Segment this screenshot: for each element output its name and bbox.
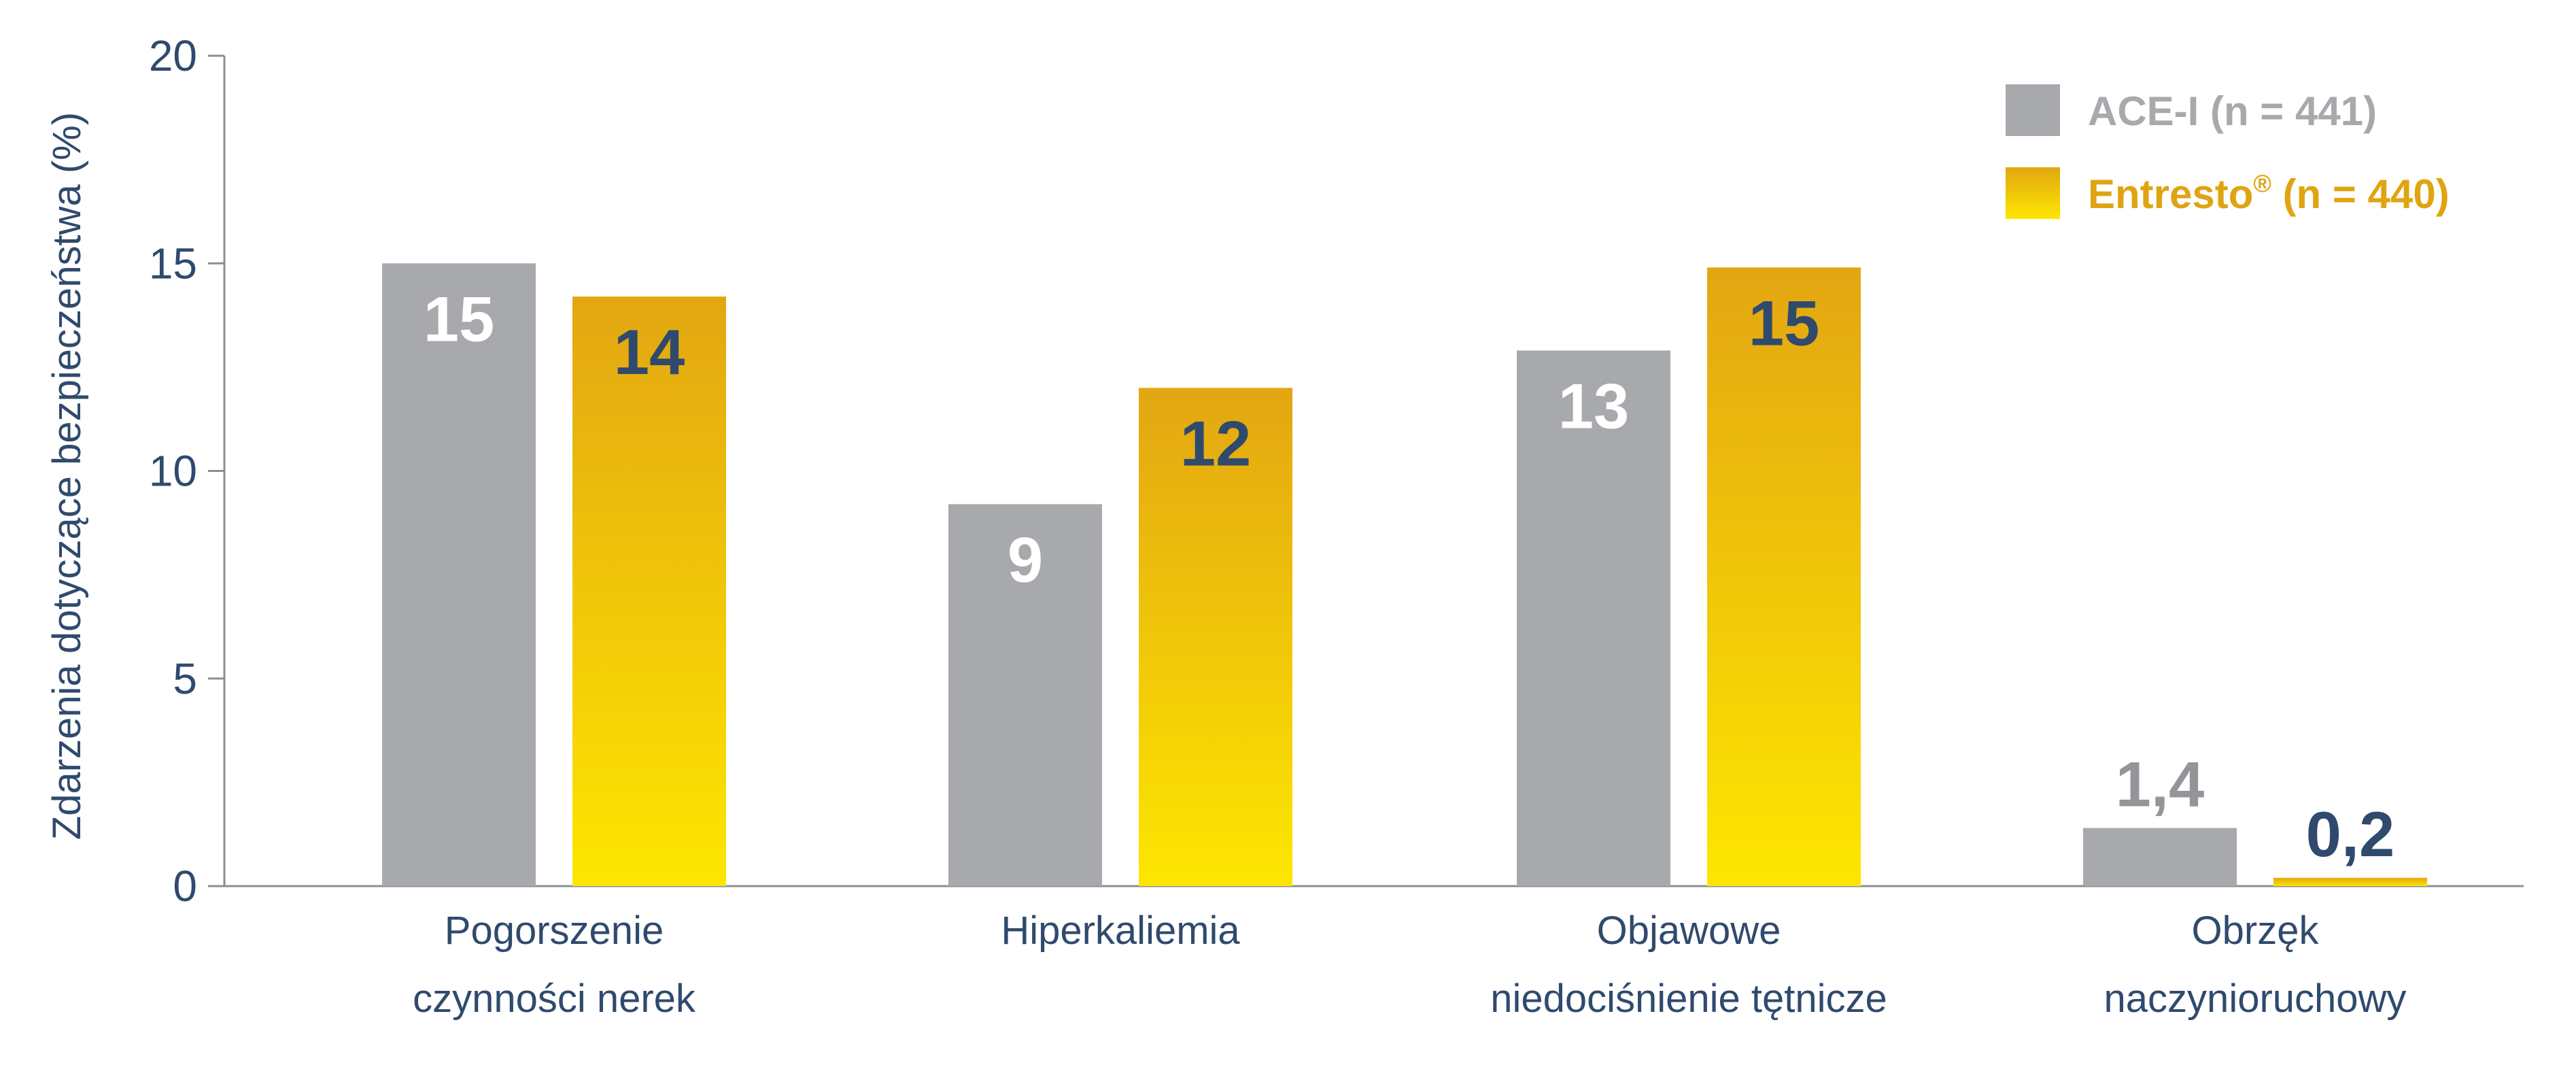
bar-entresto [1139, 388, 1292, 886]
bar-entresto [1707, 267, 1861, 887]
bar-ace-i [948, 504, 1102, 886]
bar-ace-i [382, 263, 536, 886]
value-labels-group: 15 9 13 1,4 14 12 15 0,2 [424, 283, 2395, 870]
legend-swatch-ace-i [2006, 84, 2060, 136]
bar-ace-i [2083, 828, 2237, 886]
legend-entresto-registered: ® [2253, 169, 2271, 197]
legend: ACE-I (n = 441) Entresto® (n = 440) [2006, 84, 2450, 219]
legend-entresto-n: (n = 440) [2271, 171, 2450, 217]
bar-entresto [572, 297, 726, 887]
category-label: Obrzęk [2192, 909, 2320, 953]
value-label-entresto: 0,2 [2306, 798, 2395, 870]
value-label-ace-i: 13 [1558, 370, 1630, 441]
legend-entresto-name: Entresto [2088, 171, 2253, 217]
value-label-ace-i: 9 [1008, 524, 1043, 595]
value-label-entresto: 14 [614, 316, 685, 388]
category-label: Hiperkaliemia [1001, 909, 1240, 953]
legend-label-entresto: Entresto® (n = 440) [2088, 169, 2450, 217]
legend-swatch-entresto [2006, 167, 2060, 219]
y-axis-ticks: 0 5 10 15 20 [149, 31, 224, 911]
value-label-entresto: 15 [1749, 287, 1820, 358]
y-tick-label: 0 [173, 862, 197, 911]
legend-label-ace-i: ACE-I (n = 441) [2088, 88, 2377, 134]
value-label-ace-i: 15 [424, 283, 495, 354]
value-label-entresto: 12 [1180, 407, 1252, 479]
value-label-ace-i: 1,4 [2116, 749, 2205, 820]
category-labels-group: Pogorszenie czynności nerek Hiperkaliemia O… [413, 909, 2406, 1021]
category-label: Pogorszenie [445, 909, 664, 953]
category-label: czynności nerek [413, 977, 696, 1021]
y-tick-label: 10 [149, 447, 197, 496]
bar-entresto [2273, 877, 2427, 886]
category-label: niedociśnienie tętnicze [1490, 977, 1887, 1021]
y-tick-label: 20 [149, 31, 197, 80]
y-tick-label: 15 [149, 239, 197, 288]
y-tick-label: 5 [173, 654, 197, 703]
category-label: naczynioruchowy [2104, 977, 2407, 1021]
bar-ace-i [1517, 350, 1670, 886]
bars-group [382, 263, 2427, 887]
category-label: Objawowe [1597, 909, 1781, 953]
y-axis-title: Zdarzenia dotyczące bezpieczeństwa (%) [45, 112, 89, 840]
